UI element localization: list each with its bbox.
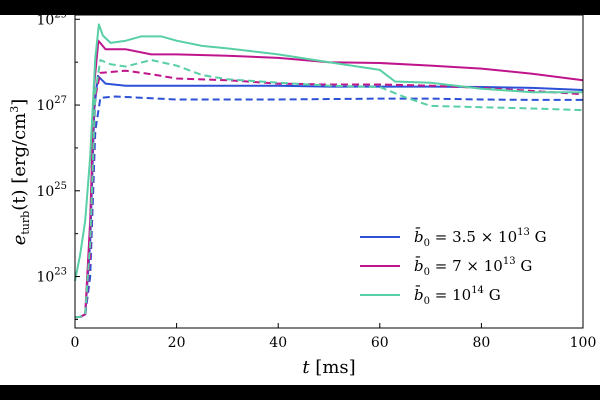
series-line-4-dashed <box>74 69 584 319</box>
y-tick-label: 1027 <box>36 95 67 114</box>
series-line-1-solid <box>74 74 584 319</box>
x-axis-label: t [ms] <box>302 357 355 378</box>
x-tick-label: 60 <box>371 335 389 351</box>
y-axis-ticks: 1023 1025 1027 1029 <box>36 9 80 320</box>
y-tick-label: 1025 <box>36 181 67 200</box>
series-line-5-solid <box>74 23 583 281</box>
series-line-3-solid <box>74 39 584 319</box>
top-border-band <box>0 0 600 15</box>
legend-entry: b̄0 = 1014 G <box>414 285 501 307</box>
legend-entry: b̄0 = 7 × 1013 G <box>414 256 532 278</box>
x-axis-ticks: 0 20 40 60 80 100 <box>71 323 597 351</box>
legend-entry: b̄0 = 3.5 × 1013 G <box>414 227 547 249</box>
x-tick-label: 80 <box>472 335 490 351</box>
y-tick-label: 1029 <box>36 9 67 28</box>
x-tick-label: 40 <box>269 335 287 351</box>
series-line-2-dashed <box>74 95 583 319</box>
legend: b̄0 = 3.5 × 1013 G b̄0 = 7 × 1013 G b̄0 = … <box>360 227 547 307</box>
series-layer <box>74 23 584 319</box>
x-tick-label: 0 <box>71 335 80 351</box>
x-tick-label: 20 <box>168 335 186 351</box>
bottom-border-band <box>0 385 600 400</box>
y-axis-label: eturb(t) [erg/cm3] <box>8 99 32 246</box>
x-tick-label: 100 <box>570 335 597 351</box>
y-tick-label: 1023 <box>36 267 67 286</box>
plot-frame <box>74 14 584 329</box>
series-line-6-dashed <box>74 59 584 319</box>
